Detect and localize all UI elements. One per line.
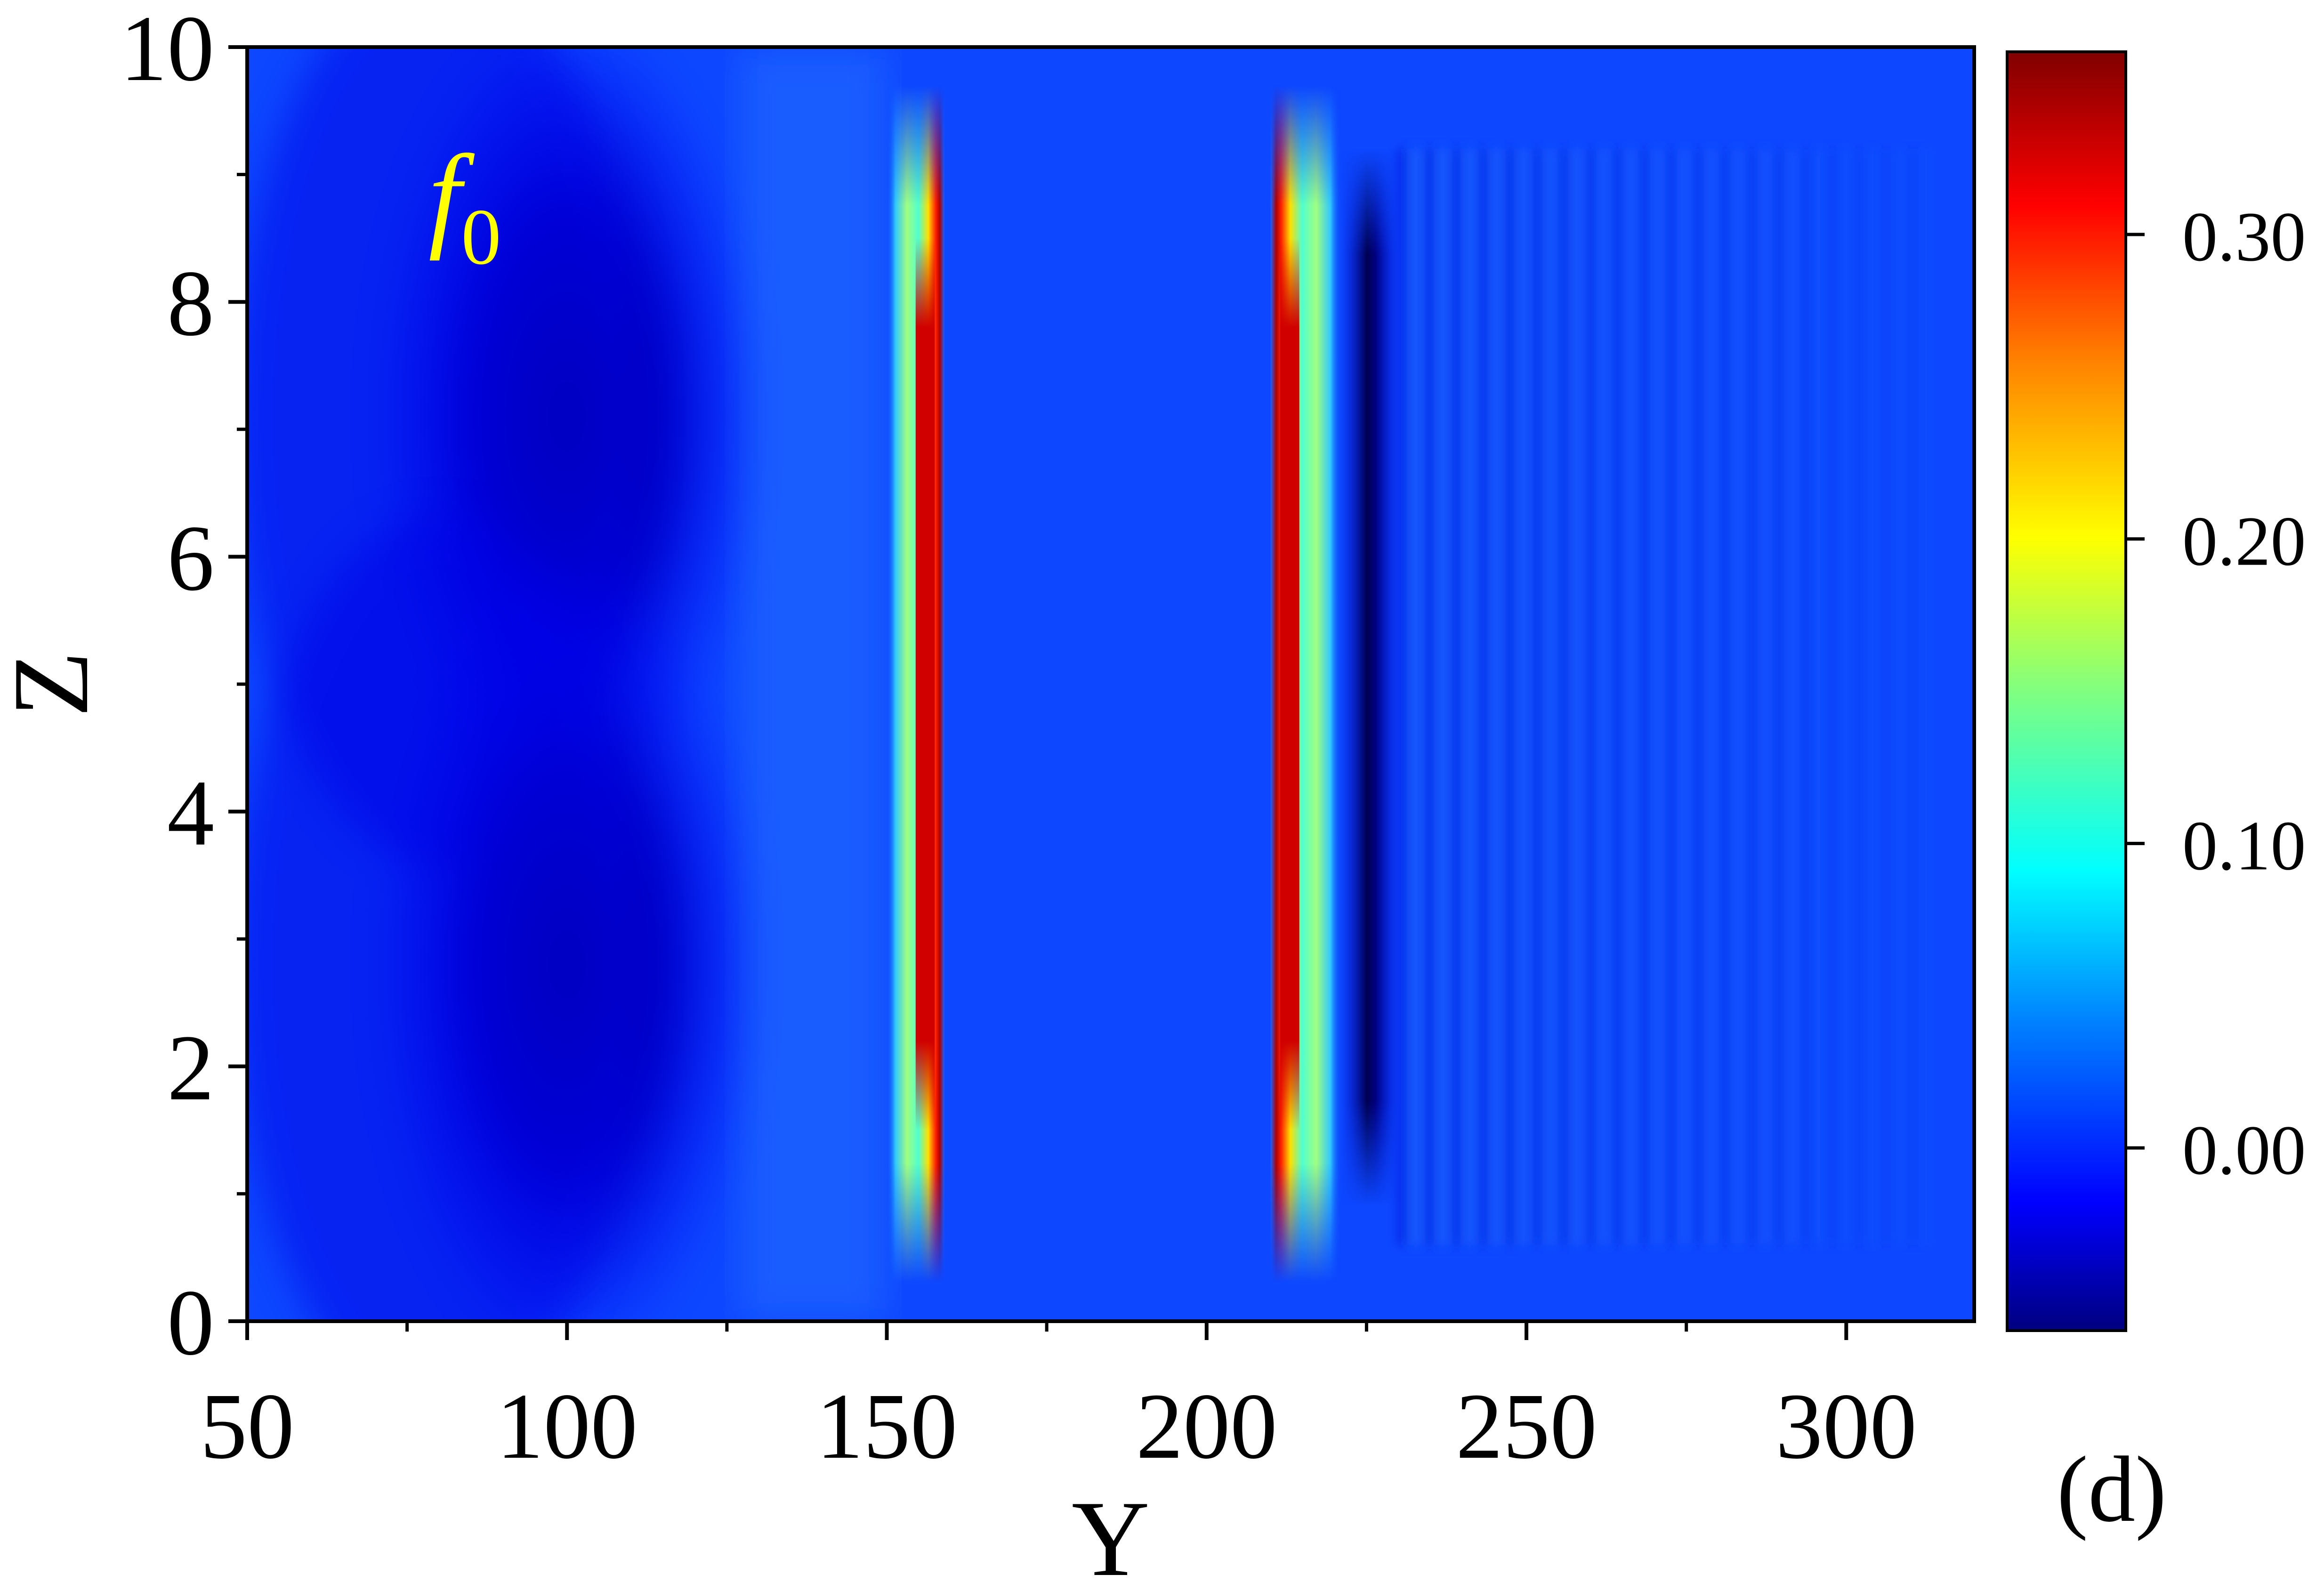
low-region-spread-1: [247, 516, 644, 1321]
ripple-dark-19: [1909, 149, 1918, 1245]
ripple-light-19: [1922, 149, 1930, 1245]
y-tick-label-3: 6: [167, 506, 214, 610]
colorbar-gradient: [2006, 50, 2127, 1332]
ripple-light-6: [1573, 149, 1581, 1245]
halo-region: [740, 47, 887, 1321]
ripple-dark-0: [1398, 149, 1408, 1245]
ripple-light-5: [1546, 149, 1554, 1245]
colorbar-tick-label-2: 0.20: [2182, 502, 2306, 581]
y-axis: 0 2 4 6 8 10: [120, 0, 247, 1375]
x-tick-label-1: 100: [496, 1374, 637, 1478]
ripple-dark-14: [1775, 149, 1784, 1245]
x-tick-label-0: 50: [200, 1374, 294, 1478]
ripple-dark-10: [1667, 149, 1676, 1245]
colorbar-tick-label-3: 0.30: [2182, 198, 2306, 276]
ripple-dark-8: [1613, 149, 1622, 1245]
heatmap-features: [247, 47, 1930, 1321]
ripple-dark-12: [1721, 149, 1730, 1245]
plot-area: [247, 47, 1974, 1321]
ripple-dark-13: [1748, 149, 1757, 1245]
ripple-light-2: [1465, 149, 1474, 1245]
x-axis-title: Y: [1072, 1478, 1150, 1591]
ripple-dark-4: [1506, 149, 1515, 1245]
ripple-light-3: [1493, 149, 1501, 1245]
ripple-dark-9: [1640, 149, 1649, 1245]
colorbar-tick-label-1: 0.10: [2182, 807, 2306, 885]
ripple-light-8: [1627, 149, 1635, 1245]
ripple-light-7: [1600, 149, 1608, 1245]
ripple-light-15: [1815, 149, 1823, 1245]
ripple-light-1: [1438, 149, 1447, 1245]
ripple-light-11: [1707, 149, 1715, 1245]
x-tick-label-2: 150: [816, 1374, 958, 1478]
x-tick-label-4: 250: [1456, 1374, 1597, 1478]
high-band-core-3: [1280, 238, 1299, 1131]
y-tick-label-2: 4: [167, 761, 214, 865]
y-axis-title: Z: [0, 651, 111, 718]
ripple-dark-7: [1586, 149, 1596, 1245]
ripple-light-17: [1868, 149, 1877, 1245]
ripple-dark-5: [1533, 149, 1542, 1245]
ripple-dark-17: [1855, 149, 1864, 1245]
ripple-dark-3: [1479, 149, 1488, 1245]
x-tick-label-3: 200: [1136, 1374, 1277, 1478]
ripple-dark-11: [1694, 149, 1703, 1245]
x-tick-label-5: 300: [1775, 1374, 1917, 1478]
high-band-core-2: [915, 238, 935, 1131]
ripple-light-16: [1841, 149, 1850, 1245]
annotation-subscript: 0: [461, 193, 501, 281]
y-tick-label-4: 8: [167, 251, 214, 355]
ripple-dark-18: [1882, 149, 1891, 1245]
colorbar: 0.00 0.10 0.20 0.30: [2006, 50, 2306, 1332]
ripple-light-10: [1680, 149, 1688, 1245]
ripple-light-13: [1761, 149, 1769, 1245]
ripple-dark-15: [1801, 149, 1811, 1245]
ripple-group: [1398, 149, 1930, 1245]
ripple-dark-6: [1559, 149, 1569, 1245]
panel-label: (d): [2057, 1438, 2166, 1542]
ripple-light-4: [1519, 149, 1527, 1245]
ripple-dark-2: [1452, 149, 1461, 1245]
ripple-light-9: [1654, 149, 1662, 1245]
y-tick-label-5: 10: [120, 0, 214, 101]
ripple-light-12: [1734, 149, 1742, 1245]
ripple-light-18: [1895, 149, 1904, 1245]
y-tick-label-0: 0: [167, 1271, 214, 1375]
ripple-dark-1: [1425, 149, 1435, 1245]
colorbar-tick-label-0: 0.00: [2182, 1111, 2306, 1189]
colorbar-ticks: 0.00 0.10 0.20 0.30: [2126, 198, 2306, 1189]
ripple-light-14: [1788, 149, 1796, 1245]
ripple-dark-16: [1828, 149, 1838, 1245]
y-tick-label-1: 2: [167, 1016, 214, 1120]
ripple-light-0: [1412, 149, 1420, 1245]
x-axis: 50 100 150 200 250 300: [200, 1321, 1917, 1478]
low-band-4: [1341, 149, 1399, 1207]
